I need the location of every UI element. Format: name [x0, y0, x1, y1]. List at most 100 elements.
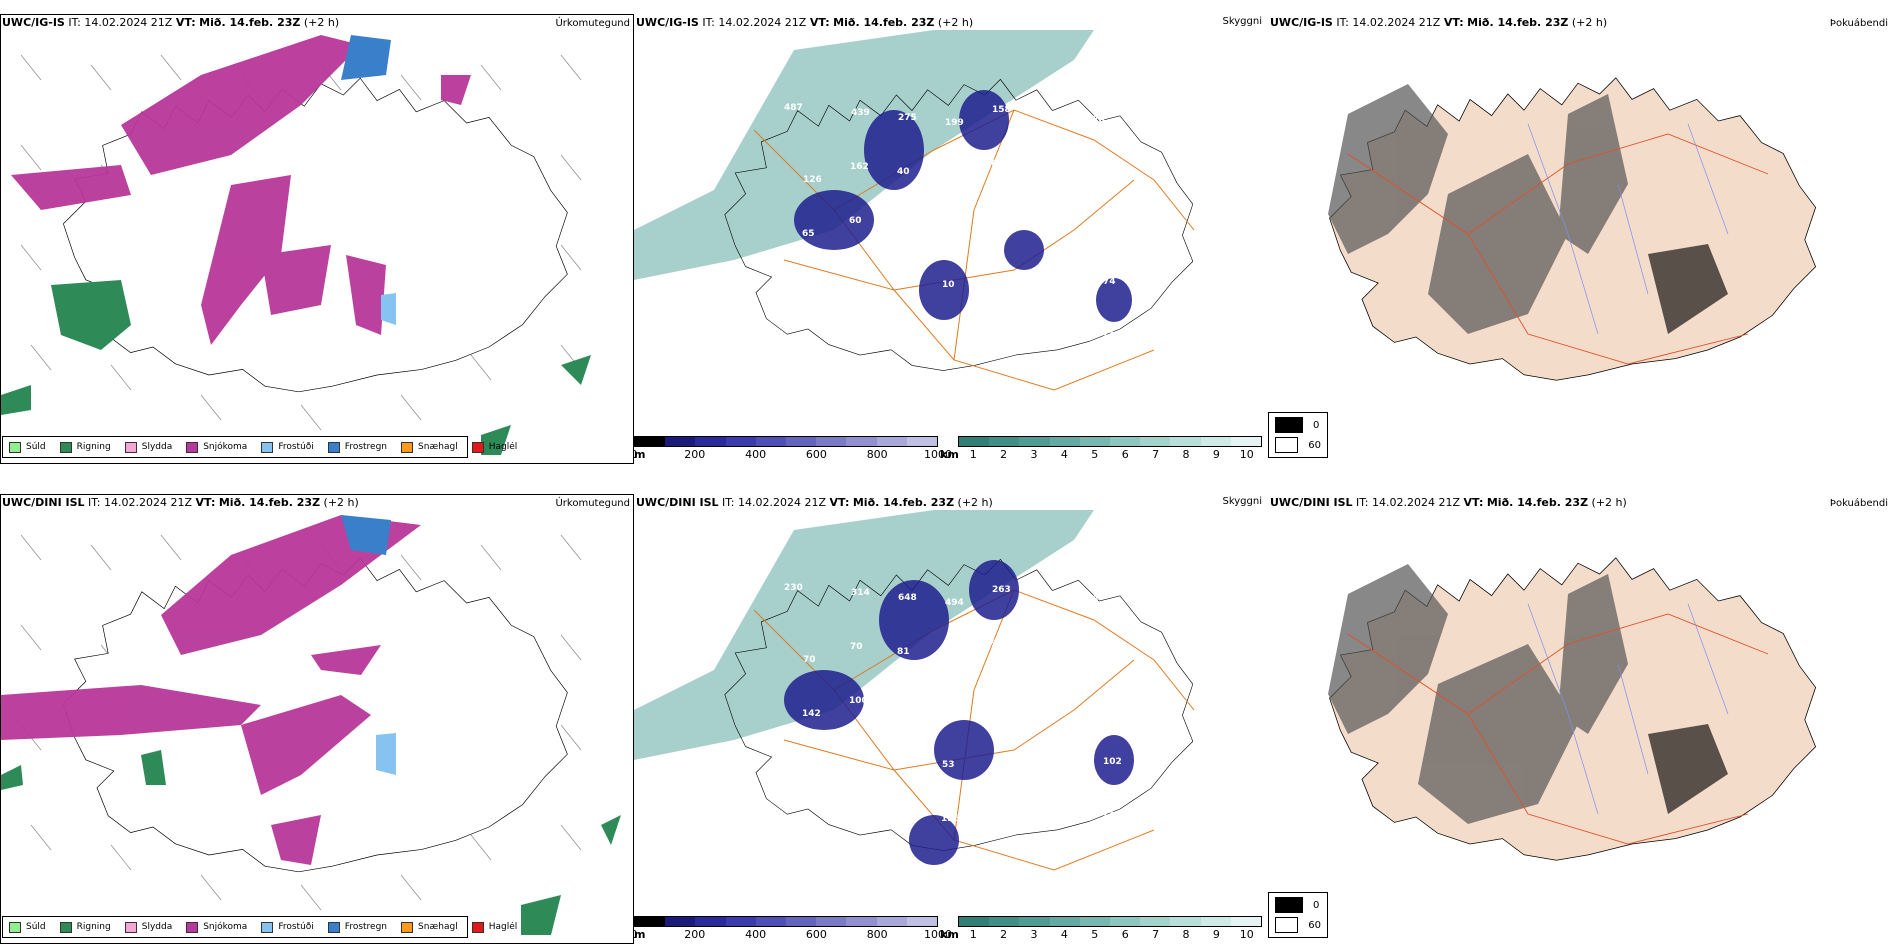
cloud-key-bottom: 0 60: [1268, 892, 1328, 938]
colorbar-tick-label: 200: [684, 448, 706, 461]
legend-item: Frostúði: [261, 441, 314, 453]
visibility-value-label: 142: [802, 709, 821, 719]
colorbar-segment: [635, 917, 666, 926]
freezing-rain-areas: [341, 35, 391, 80]
visibility-value-label: 487: [784, 103, 803, 113]
visibility-value-label: 439: [851, 108, 870, 118]
visibility-value-label: 101: [848, 750, 867, 760]
snow-areas: [11, 35, 471, 345]
visibility-value-label: 132: [1039, 110, 1058, 120]
visibility-map-bottom: 230 314 648 494 263 245 13 70 70 81 134 92 25 78 142 10…: [634, 510, 1268, 910]
visibility-value-label: 176: [847, 804, 866, 814]
visibility-value-label: 120: [943, 706, 962, 716]
colorbar-segment: [816, 917, 847, 926]
colorbar-segment: [1140, 437, 1171, 446]
visibility-value-label: 102: [1103, 757, 1122, 767]
visibility-value-label: 60: [849, 216, 862, 226]
visibility-value-label: 93: [1036, 752, 1049, 762]
visibility-value-label: 494: [945, 598, 964, 608]
visibility-value-label: 462: [1036, 272, 1055, 282]
colorbar-segment: [786, 917, 817, 926]
precip-panel-bottom: UWC/DINI ISL IT: 14.02.2024 21Z VT: Mið.…: [0, 494, 634, 944]
visibility-value-label: 162: [850, 162, 869, 172]
visibility-value-label: 100: [849, 696, 868, 706]
legend-item: Súld: [9, 441, 46, 453]
legend-item: Haglél: [471, 921, 517, 933]
visibility-value-label: 208: [800, 817, 819, 827]
visibility-value-label: 40: [941, 334, 954, 344]
colorbar-segment: [635, 437, 666, 446]
it-label: IT:: [68, 16, 81, 29]
legend-item: Snjókoma: [186, 921, 247, 933]
lead-time: (+2 h): [303, 16, 340, 29]
colorbar-tick-label: 400: [745, 448, 767, 461]
visibility-value-label: 285: [989, 285, 1008, 295]
colorbar-segment: [695, 917, 726, 926]
visibility-panel-top: UWC/IG-IS IT: 14.02.2024 21Z VT: Mið. 14…: [634, 14, 1268, 464]
visibility-value-label: 126: [803, 175, 822, 185]
visibility-value-label: 65: [802, 229, 815, 239]
visibility-value-label: 89: [896, 701, 909, 711]
visibility-value-label: 53: [942, 760, 955, 770]
colorbar-segment: [1079, 917, 1111, 926]
legend-item: Frostúði: [261, 921, 314, 933]
colorbar-tick-label: 600: [805, 928, 827, 941]
legend-item: Haglél: [471, 441, 517, 453]
visibility-value-label: 128: [1086, 115, 1105, 125]
visibility-value-label: 81: [897, 647, 910, 657]
visibility-map-svg-top: 487 439 275 199 158 132 128 126 162 40 310 64 46 91 65…: [634, 30, 1195, 391]
colorbar-segment: [846, 437, 877, 446]
header-top-fog: UWC/IG-IS IT: 14.02.2024 21Z VT: Mið. 14…: [1270, 16, 1608, 29]
legend-item: Snæhagl: [401, 441, 458, 453]
colorbar-segment: [1019, 917, 1050, 926]
model-name: UWC/IG-IS: [2, 16, 65, 29]
colorbar-segment: [1230, 437, 1262, 446]
colorbar-tick-label: 5: [1091, 928, 1099, 941]
precip-map-top: [0, 14, 634, 464]
visibility-value-label: 469: [1037, 698, 1056, 708]
colorbar-tick-label: 10: [1239, 448, 1254, 461]
colorbar-tick-label: 4: [1060, 448, 1068, 461]
freezing-drizzle-areas: [381, 293, 396, 325]
header-top-visibility: UWC/IG-IS IT: 14.02.2024 21Z VT: Mið. 14…: [636, 16, 974, 29]
visibility-value-label: 156: [941, 814, 960, 824]
colorbar-tick-label: 600: [805, 448, 827, 461]
precip-title: Úrkomutegund: [555, 18, 630, 29]
fog-areas: [1328, 84, 1728, 334]
fog-panel-bottom: UWC/DINI ISL IT: 14.02.2024 21Z VT: Mið.…: [1268, 494, 1900, 944]
fog-title: Þokuábendi: [1829, 498, 1888, 509]
visibility-value-label: 103: [1035, 806, 1054, 816]
colorbar-tick-label: 800: [866, 448, 888, 461]
fog-map-top: [1268, 34, 1900, 434]
legend-item: Slydda: [124, 921, 172, 933]
fog-panel-top: UWC/IG-IS IT: 14.02.2024 21Z VT: Mið. 14…: [1268, 14, 1900, 464]
colorbar-tick-label: 10: [1239, 928, 1254, 941]
colorbar-tick-label: 0: [634, 448, 638, 461]
visibility-value-label: 199: [945, 118, 964, 128]
visibility-value-label: 70: [896, 221, 909, 231]
visibility-value-label: 13: [1086, 595, 1099, 605]
colorbar-tick-label: 9: [1212, 448, 1220, 461]
colorbar-segment: [959, 917, 990, 926]
visibility-value-label: 76: [1035, 326, 1048, 336]
precip-legend-top: Súld Rigning Slydda Snjókoma Frostúði Fr…: [2, 436, 517, 458]
visibility-value-label: 91: [1085, 169, 1098, 179]
visibility-value-label: 70: [850, 642, 863, 652]
fog-map-svg-bottom: [1328, 557, 1817, 861]
colorbar-tick-label: 1: [969, 928, 977, 941]
colorbar-segment: [1170, 917, 1201, 926]
colorbar-segment: [665, 437, 696, 446]
visibility-value-label: 648: [898, 593, 917, 603]
rivers: [1527, 123, 1729, 335]
precip-panel-top: UWC/IG-IS IT: 14.02.2024 21Z VT: Mið. 14…: [0, 14, 634, 464]
colorbar-tick-label: 4: [1060, 928, 1068, 941]
visibility-value-label: 72: [848, 270, 861, 280]
visibility-value-label: 64: [991, 159, 1004, 169]
visibility-value-label: 46: [1038, 164, 1051, 174]
visibility-value-label: 74: [1103, 277, 1116, 287]
colorbar-segment: [725, 437, 756, 446]
visibility-value-label: 212: [1084, 703, 1103, 713]
colorbar-segment: [876, 917, 907, 926]
fog-map-bottom: [1268, 514, 1900, 914]
colorbar-segment: [1110, 917, 1141, 926]
